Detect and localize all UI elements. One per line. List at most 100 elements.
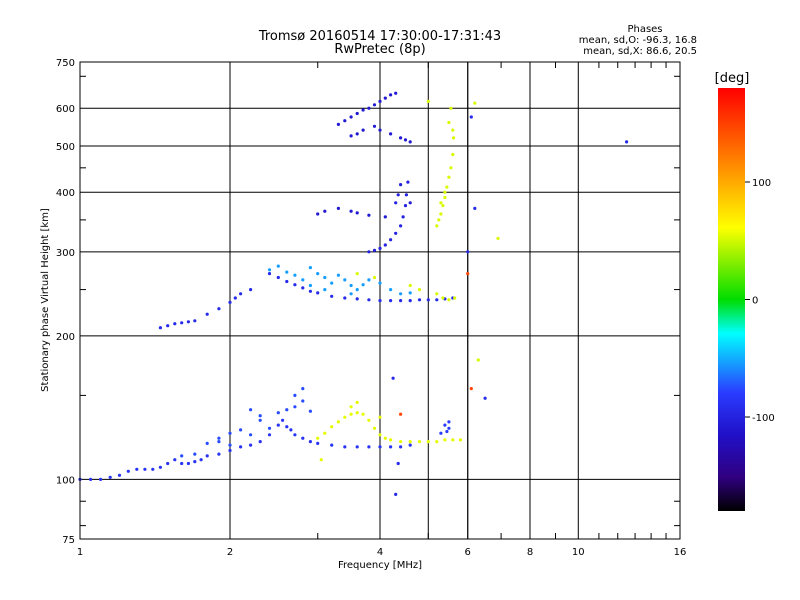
data-point [476,358,480,362]
data-point [417,288,422,292]
data-point [205,312,209,316]
data-point [267,268,272,272]
data-point [361,108,365,112]
data-point [372,426,377,430]
data-point [285,425,289,429]
data-point [389,299,393,303]
phases-o-line: mean, sd,O: -96.3, 16.8 [579,35,697,46]
data-point [276,423,280,427]
data-point [249,443,253,447]
data-point [258,440,262,444]
data-point [451,128,455,132]
data-point [349,292,353,296]
data-point [394,231,398,235]
data-point [99,477,103,481]
colorbar-tick-label: 0 [752,296,758,307]
grid [80,62,680,539]
data-point [289,428,293,432]
data-point [308,409,312,413]
data-point [399,136,403,140]
data-point [435,292,439,296]
data-point [378,246,382,250]
data-point [301,399,305,403]
data-point [443,438,447,442]
data-point [267,272,272,276]
data-point [383,243,387,247]
data-point [443,423,447,427]
x-tick-label: 10 [572,547,585,558]
data-point [453,296,457,300]
data-point [316,291,320,295]
data-point [323,209,327,213]
data-point [483,396,487,400]
data-point [399,224,403,228]
data-point [406,180,410,184]
data-point [445,185,449,189]
data-point [301,286,305,290]
data-point [367,250,371,254]
data-point [330,425,334,429]
data-point [285,408,289,412]
data-point [458,438,462,442]
data-point [445,429,449,434]
data-point [301,278,305,282]
phases-box: Phases mean, sd,O: -96.3, 16.8 mean, sd,… [579,24,697,57]
data-point [193,460,197,464]
data-point [239,292,243,296]
x-axis-ticks: 1 2 4 6 8 10 16 [77,62,686,558]
data-point [108,475,112,479]
data-point [389,132,393,136]
data-point [336,122,340,126]
data-point [391,376,395,380]
data-point [323,275,327,280]
y-tick-label: 300 [56,248,75,259]
data-point [151,467,155,471]
data-point [408,440,412,444]
data-point [404,193,408,197]
data-point [355,211,359,215]
data-point [437,218,441,222]
data-point [126,469,130,473]
data-point [389,93,393,97]
data-point [355,297,359,301]
data-point [439,201,443,205]
data-point [166,324,170,328]
data-point [349,115,353,119]
data-point [451,152,455,157]
data-point [205,454,209,458]
y-tick-label: 100 [56,475,75,486]
data-point [228,300,232,304]
data-point [439,431,443,435]
data-point [217,452,221,456]
data-point [355,132,359,136]
data-point [401,215,405,219]
data-point [389,238,393,242]
data-point [293,273,297,277]
data-point [408,443,412,447]
data-point [228,431,232,435]
data-point [466,272,470,276]
data-point [447,298,451,302]
data-point [308,266,312,270]
data-point [367,445,371,449]
data-point [383,96,387,100]
data-point [308,440,312,444]
data-point [408,291,412,295]
data-point [447,420,451,424]
data-point [443,195,447,200]
y-tick-label: 500 [56,142,75,153]
data-point [408,201,412,205]
data-point [389,288,393,292]
data-point [403,138,408,142]
data-point [217,307,221,311]
data-point [285,270,289,274]
data-point [336,420,340,424]
data-point [349,412,353,416]
colorbar-gradient [718,88,745,511]
data-point [378,445,382,449]
data-point [180,461,184,466]
data-point [199,458,203,462]
data-point [186,320,190,324]
data-point [258,418,262,422]
data-point [135,467,139,471]
